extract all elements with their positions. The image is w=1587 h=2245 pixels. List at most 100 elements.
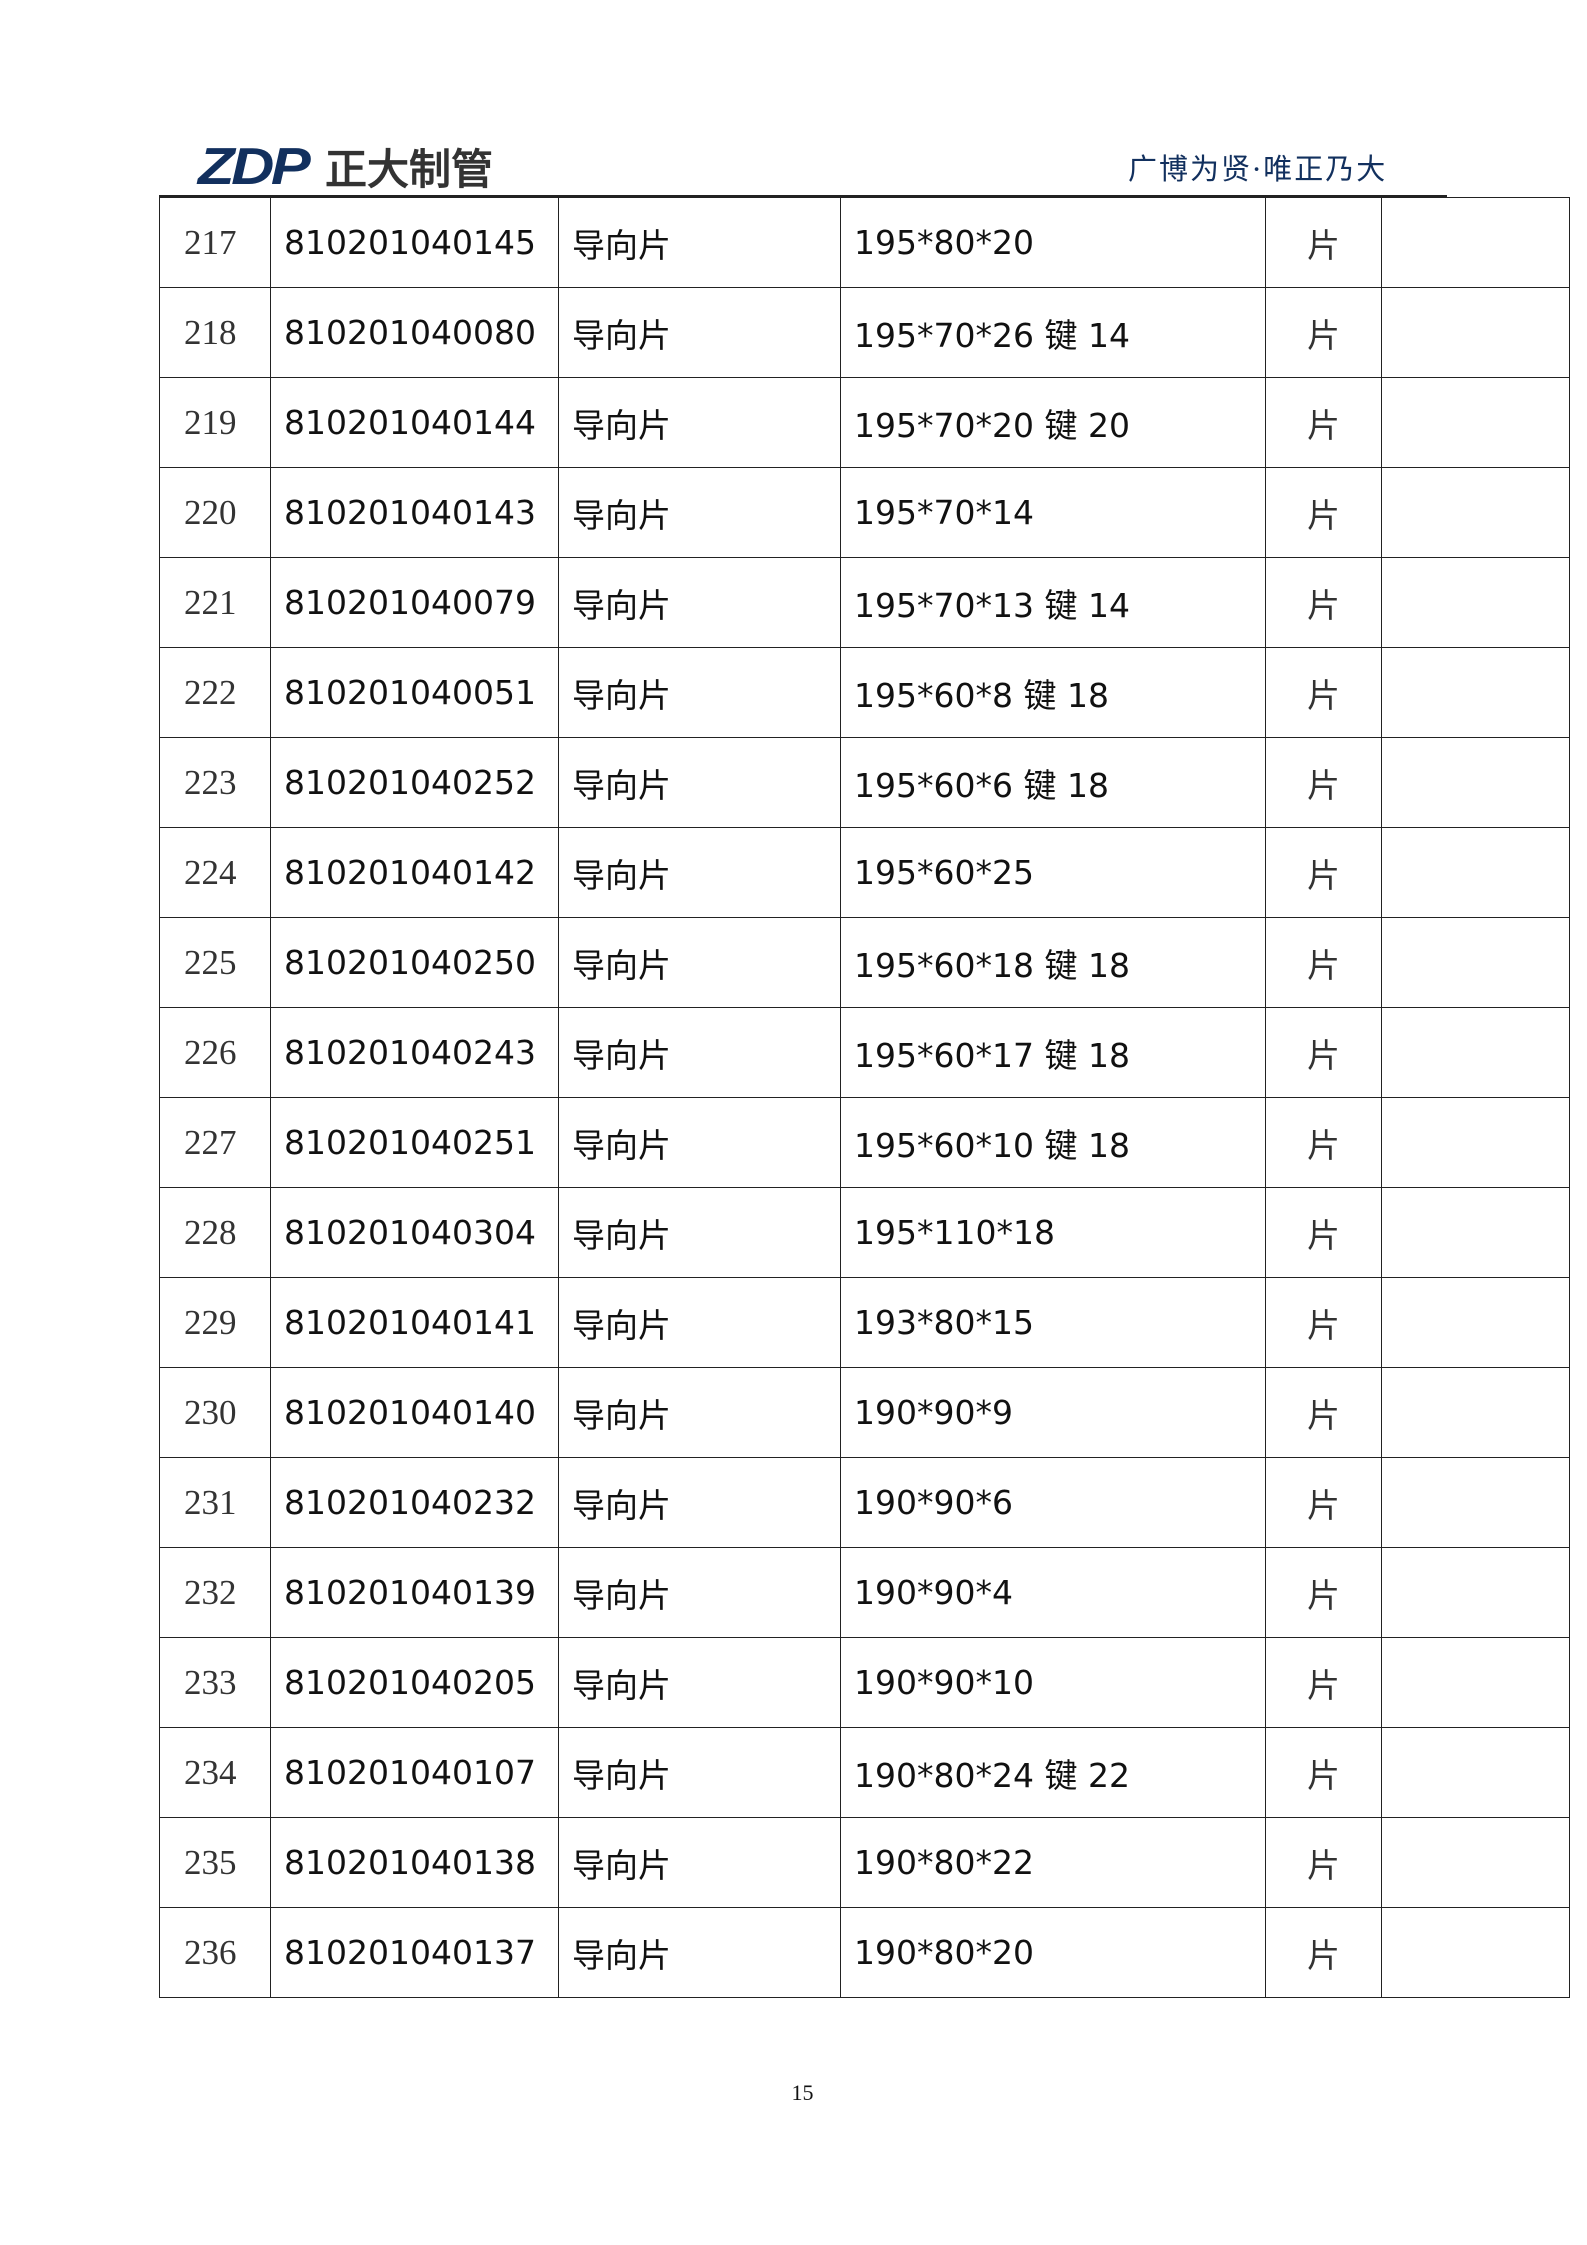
row-number: 232 — [159, 1547, 271, 1638]
part-name: 导向片 — [558, 647, 841, 738]
part-unit: 片 — [1265, 197, 1382, 288]
part-spec: 193*80*15 — [840, 1277, 1266, 1368]
part-name: 导向片 — [558, 1817, 841, 1908]
part-note — [1381, 287, 1570, 378]
part-spec: 195*60*8 键 18 — [840, 647, 1266, 738]
part-note — [1381, 467, 1570, 558]
part-unit: 片 — [1265, 1637, 1382, 1728]
part-name: 导向片 — [558, 1907, 841, 1998]
part-spec: 195*60*17 键 18 — [840, 1007, 1266, 1098]
part-spec: 195*70*20 键 20 — [840, 377, 1266, 468]
table-row: 228 810201040304 导向片 195*110*18 片 — [159, 1187, 1570, 1278]
part-name: 导向片 — [558, 1727, 841, 1818]
row-number: 218 — [159, 287, 271, 378]
row-number: 226 — [159, 1007, 271, 1098]
part-note — [1381, 1457, 1570, 1548]
part-unit: 片 — [1265, 1817, 1382, 1908]
part-code: 810201040145 — [270, 197, 559, 288]
table-row: 220 810201040143 导向片 195*70*14 片 — [159, 467, 1570, 558]
table-row: 218 810201040080 导向片 195*70*26 键 14 片 — [159, 287, 1570, 378]
part-spec: 190*90*9 — [840, 1367, 1266, 1458]
part-spec: 195*60*18 键 18 — [840, 917, 1266, 1008]
table-row: 232 810201040139 导向片 190*90*4 片 — [159, 1547, 1570, 1638]
part-spec: 195*70*13 键 14 — [840, 557, 1266, 648]
part-unit: 片 — [1265, 1727, 1382, 1818]
table-row: 235 810201040138 导向片 190*80*22 片 — [159, 1817, 1570, 1908]
table-row: 217 810201040145 导向片 195*80*20 片 — [159, 197, 1570, 288]
row-number: 222 — [159, 647, 271, 738]
part-note — [1381, 377, 1570, 468]
part-name: 导向片 — [558, 1547, 841, 1638]
part-name: 导向片 — [558, 197, 841, 288]
part-code: 810201040232 — [270, 1457, 559, 1548]
table-row: 219 810201040144 导向片 195*70*20 键 20 片 — [159, 377, 1570, 468]
part-name: 导向片 — [558, 557, 841, 648]
table-row: 223 810201040252 导向片 195*60*6 键 18 片 — [159, 737, 1570, 828]
part-unit: 片 — [1265, 1457, 1382, 1548]
part-code: 810201040251 — [270, 1097, 559, 1188]
part-note — [1381, 197, 1570, 288]
part-code: 810201040141 — [270, 1277, 559, 1368]
table-row: 227 810201040251 导向片 195*60*10 键 18 片 — [159, 1097, 1570, 1188]
part-spec: 195*70*14 — [840, 467, 1266, 558]
part-unit: 片 — [1265, 647, 1382, 738]
logo-mark: ZDP — [198, 137, 311, 196]
page-number: 15 — [791, 2080, 814, 2105]
part-note — [1381, 1187, 1570, 1278]
row-number: 228 — [159, 1187, 271, 1278]
part-code: 810201040137 — [270, 1907, 559, 1998]
part-unit: 片 — [1265, 1547, 1382, 1638]
row-number: 221 — [159, 557, 271, 648]
table-row: 226 810201040243 导向片 195*60*17 键 18 片 — [159, 1007, 1570, 1098]
part-code: 810201040243 — [270, 1007, 559, 1098]
part-note — [1381, 827, 1570, 918]
part-note — [1381, 1097, 1570, 1188]
part-spec: 190*90*4 — [840, 1547, 1266, 1638]
part-code: 810201040252 — [270, 737, 559, 828]
part-spec: 190*90*10 — [840, 1637, 1266, 1728]
part-name: 导向片 — [558, 917, 841, 1008]
part-note — [1381, 1547, 1570, 1638]
part-unit: 片 — [1265, 917, 1382, 1008]
part-unit: 片 — [1265, 287, 1382, 378]
part-note — [1381, 557, 1570, 648]
part-code: 810201040079 — [270, 557, 559, 648]
part-unit: 片 — [1265, 467, 1382, 558]
part-name: 导向片 — [558, 377, 841, 468]
part-spec: 195*60*25 — [840, 827, 1266, 918]
row-number: 219 — [159, 377, 271, 468]
part-spec: 195*110*18 — [840, 1187, 1266, 1278]
table-row: 225 810201040250 导向片 195*60*18 键 18 片 — [159, 917, 1570, 1008]
part-name: 导向片 — [558, 1097, 841, 1188]
part-unit: 片 — [1265, 557, 1382, 648]
part-spec: 195*70*26 键 14 — [840, 287, 1266, 378]
part-name: 导向片 — [558, 1367, 841, 1458]
part-spec: 195*60*6 键 18 — [840, 737, 1266, 828]
row-number: 225 — [159, 917, 271, 1008]
part-note — [1381, 1907, 1570, 1998]
part-name: 导向片 — [558, 827, 841, 918]
part-code: 810201040080 — [270, 287, 559, 378]
part-note — [1381, 1727, 1570, 1818]
part-spec: 190*80*20 — [840, 1907, 1266, 1998]
row-number: 236 — [159, 1907, 271, 1998]
company-name: 正大制管 — [325, 145, 494, 194]
table-row: 234 810201040107 导向片 190*80*24 键 22 片 — [159, 1727, 1570, 1818]
row-number: 234 — [159, 1727, 271, 1818]
part-note — [1381, 917, 1570, 1008]
table-row: 221 810201040079 导向片 195*70*13 键 14 片 — [159, 557, 1570, 648]
part-note — [1381, 1007, 1570, 1098]
part-name: 导向片 — [558, 1277, 841, 1368]
part-name: 导向片 — [558, 1457, 841, 1548]
part-unit: 片 — [1265, 1277, 1382, 1368]
row-number: 224 — [159, 827, 271, 918]
part-code: 810201040250 — [270, 917, 559, 1008]
table-row: 229 810201040141 导向片 193*80*15 片 — [159, 1277, 1570, 1368]
part-note — [1381, 1367, 1570, 1458]
header-divider — [159, 195, 1447, 198]
company-logo: ZDP 正大制管 — [198, 136, 493, 197]
row-number: 229 — [159, 1277, 271, 1368]
part-spec: 190*80*24 键 22 — [840, 1727, 1266, 1818]
row-number: 235 — [159, 1817, 271, 1908]
part-note — [1381, 647, 1570, 738]
